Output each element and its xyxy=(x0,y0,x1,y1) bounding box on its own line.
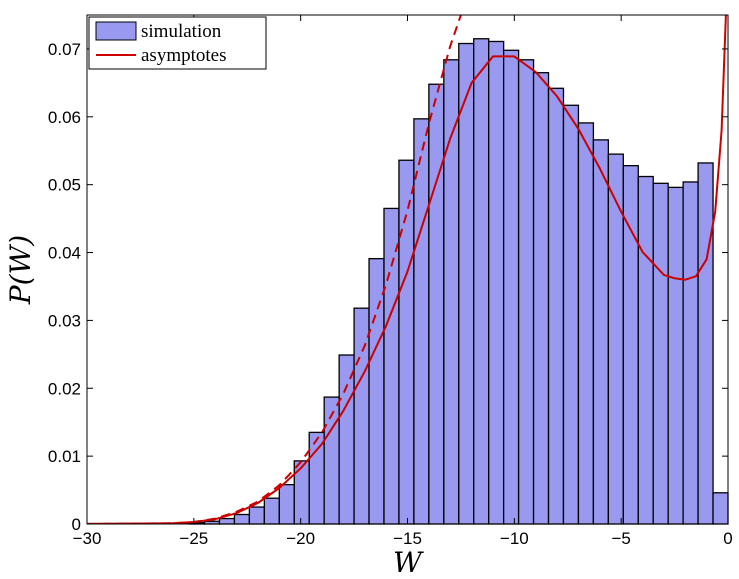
y-axis-label: P(W) xyxy=(4,235,37,305)
y-tick-label: 0.06 xyxy=(48,108,81,127)
histogram-bar xyxy=(592,139,609,525)
histogram-bar xyxy=(712,492,729,525)
histogram-bar xyxy=(263,497,280,525)
histogram-bar xyxy=(488,40,505,525)
y-tick-label: 0.02 xyxy=(48,379,81,398)
y-tick-label: 0.01 xyxy=(48,447,81,466)
asymptote-line xyxy=(87,15,727,524)
histogram-bar xyxy=(667,186,684,525)
histogram-bar xyxy=(233,513,251,525)
histogram-bar xyxy=(443,59,460,525)
y-tick-label: 0.07 xyxy=(48,40,81,59)
histogram-bar xyxy=(293,460,310,525)
histogram-bar xyxy=(562,104,580,525)
x-tick-label: 0 xyxy=(723,529,732,548)
histogram-bars xyxy=(87,38,729,525)
x-axis-label: W xyxy=(393,546,424,579)
histogram-bar xyxy=(308,431,325,525)
histogram-bar xyxy=(338,354,355,525)
histogram-bar xyxy=(458,42,475,525)
histogram-bar xyxy=(532,72,550,525)
histogram-bar xyxy=(682,181,699,525)
histogram-bar xyxy=(547,87,565,525)
histogram-bar xyxy=(383,207,400,525)
x-tick-label: −5 xyxy=(611,529,630,548)
histogram-bar xyxy=(517,59,535,525)
x-tick-label: −25 xyxy=(179,529,208,548)
y-axis-ticks: 0 0.01 0.02 0.03 0.04 0.05 0.06 0.07 xyxy=(48,40,728,534)
legend-swatch-simulation xyxy=(95,21,137,41)
x-tick-label: −30 xyxy=(73,529,102,548)
histogram-bar xyxy=(413,118,430,525)
histogram-bar xyxy=(697,162,714,525)
y-tick-label: 0.03 xyxy=(48,311,81,330)
legend: simulation asymptotes xyxy=(88,16,267,70)
x-tick-label: −15 xyxy=(393,529,422,548)
x-tick-label: −20 xyxy=(286,529,315,548)
histogram-bar xyxy=(353,307,370,525)
histogram-bar xyxy=(278,483,295,525)
asymptote-curves xyxy=(87,15,727,524)
x-axis-ticks: −30 −25 −20 −15 −10 −5 0 xyxy=(73,15,733,548)
histogram-bar xyxy=(368,257,385,525)
histogram-bar xyxy=(473,38,490,525)
y-tick-label: 0.05 xyxy=(48,176,81,195)
x-tick-label: −10 xyxy=(500,529,529,548)
histogram-bar xyxy=(428,83,445,525)
y-tick-label: 0.04 xyxy=(48,244,81,263)
histogram-bar xyxy=(637,175,654,525)
histogram-bar xyxy=(248,506,265,525)
histogram-bar xyxy=(652,182,669,525)
y-tick-label: 0 xyxy=(72,515,81,534)
histogram-bar xyxy=(218,517,236,525)
legend-label-asymptotes: asymptotes xyxy=(141,45,227,66)
histogram-bar xyxy=(502,49,520,525)
histogram-bar xyxy=(577,122,595,525)
legend-label-simulation: simulation xyxy=(141,21,222,42)
